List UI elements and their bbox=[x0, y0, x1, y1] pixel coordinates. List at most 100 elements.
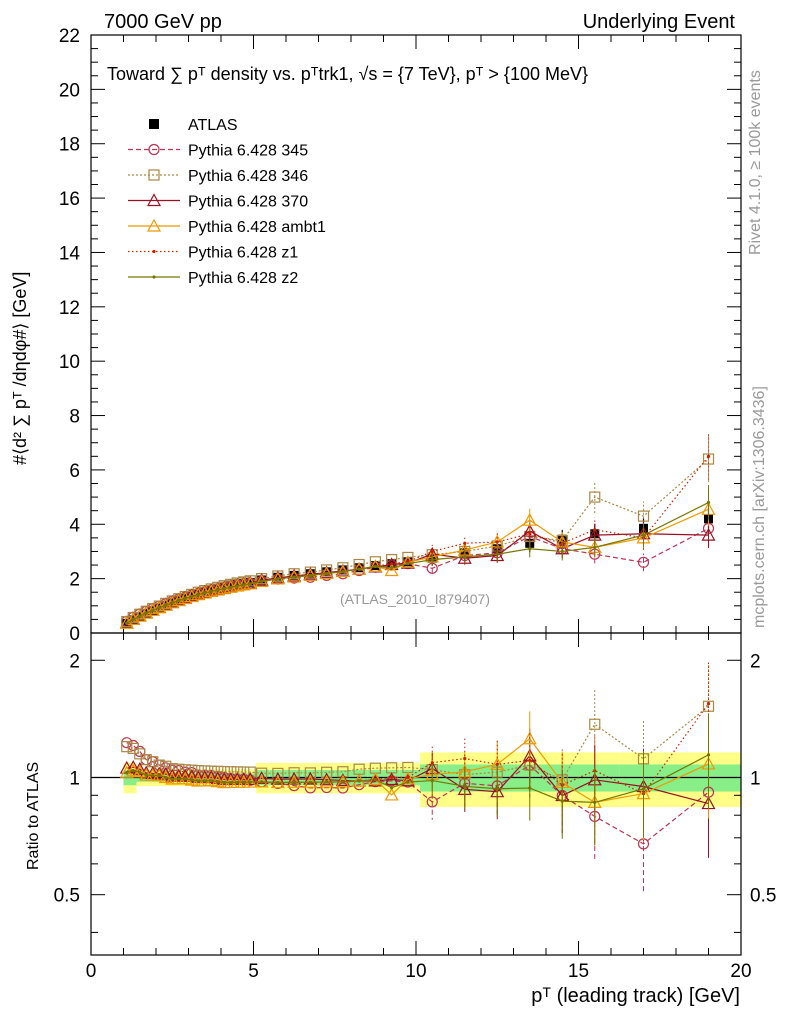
series-point bbox=[248, 582, 252, 586]
series-point bbox=[384, 557, 399, 571]
ratio-point bbox=[260, 780, 264, 784]
ratio-point bbox=[125, 771, 129, 775]
ratio-point bbox=[145, 766, 160, 780]
ratio-point bbox=[373, 777, 377, 782]
series-point bbox=[400, 555, 415, 568]
series-point bbox=[390, 562, 394, 566]
series-point bbox=[463, 541, 467, 545]
ratio-point bbox=[386, 775, 398, 787]
series-point bbox=[151, 608, 155, 613]
series-point bbox=[190, 594, 194, 599]
ratio-point bbox=[400, 771, 415, 785]
series-point bbox=[706, 454, 711, 458]
y-tick-label: 4 bbox=[69, 515, 80, 536]
ratio-point bbox=[235, 780, 239, 784]
ratio-point bbox=[589, 718, 601, 730]
analysis-watermark: (ATLAS_2010_I879407) bbox=[340, 591, 490, 607]
ratio-point bbox=[430, 761, 434, 765]
y-tick-label: 20 bbox=[59, 80, 80, 101]
ratio-point bbox=[170, 777, 174, 781]
y-tick-label: 22 bbox=[59, 26, 80, 47]
x-tick-label: 15 bbox=[568, 961, 589, 982]
legend-entry: Pythia 6.428 ambt1 bbox=[128, 218, 326, 236]
series-point bbox=[216, 588, 220, 592]
legend-entry: Pythia 6.428 z2 bbox=[128, 270, 298, 287]
y-tick-label: 18 bbox=[59, 135, 80, 156]
x-tick-label: 0 bbox=[86, 961, 97, 982]
ratio-tick-label-right: 0.5 bbox=[750, 886, 776, 907]
ratio-point bbox=[319, 772, 334, 786]
ratio-tick-label-right: 2 bbox=[750, 651, 761, 672]
series-point bbox=[589, 491, 601, 503]
ratio-point bbox=[203, 779, 207, 783]
ratio-point bbox=[179, 764, 191, 776]
ratio-point bbox=[131, 768, 135, 773]
series-point bbox=[308, 573, 312, 577]
ratio-point bbox=[495, 762, 499, 766]
legend-entry: Pythia 6.428 346 bbox=[128, 168, 308, 185]
main-series bbox=[119, 432, 716, 629]
series-point bbox=[701, 527, 716, 541]
ratio-point bbox=[288, 767, 300, 779]
ratio-point bbox=[243, 772, 258, 785]
ratio-point bbox=[190, 778, 194, 782]
series-point bbox=[183, 596, 187, 601]
ratio-point bbox=[270, 771, 285, 785]
legend-label: Pythia 6.428 z1 bbox=[188, 245, 298, 262]
legend-label: Pythia 6.428 346 bbox=[188, 168, 308, 185]
series-point bbox=[170, 601, 174, 605]
series-pythia-6.428-370 bbox=[119, 520, 716, 629]
ratio-point bbox=[706, 753, 711, 757]
series-point bbox=[384, 563, 399, 577]
ratio-point bbox=[209, 779, 213, 783]
ratio-point bbox=[641, 787, 646, 791]
ratio-point bbox=[276, 780, 280, 785]
ratio-point bbox=[390, 786, 394, 790]
ratio-point bbox=[292, 780, 296, 784]
ratio-point bbox=[121, 741, 133, 753]
series-point bbox=[222, 587, 226, 591]
series-point bbox=[593, 528, 597, 532]
ratio-point bbox=[126, 763, 141, 777]
ratio-point bbox=[222, 780, 226, 785]
legend-label: Pythia 6.428 370 bbox=[188, 194, 308, 211]
series-line bbox=[126, 530, 709, 624]
ratio-point bbox=[368, 772, 383, 786]
ratio-point bbox=[400, 773, 415, 787]
series-point bbox=[368, 559, 383, 573]
ratio-point bbox=[177, 777, 181, 781]
legend-marker bbox=[146, 193, 162, 207]
series-point bbox=[528, 532, 532, 536]
series-point bbox=[145, 603, 160, 617]
series-point bbox=[209, 589, 213, 594]
ratio-point bbox=[229, 780, 233, 785]
series-point bbox=[637, 556, 650, 568]
ratio-point bbox=[134, 748, 146, 760]
series-point bbox=[196, 593, 200, 597]
legend-label: Pythia 6.428 z2 bbox=[188, 270, 298, 287]
series-point bbox=[235, 584, 239, 588]
ratio-point bbox=[144, 773, 148, 777]
series-point bbox=[702, 453, 715, 465]
ratio-point bbox=[522, 731, 537, 745]
ratio-point bbox=[151, 773, 155, 778]
series-atlas bbox=[122, 507, 713, 628]
series-point bbox=[637, 510, 650, 522]
legend-label: Pythia 6.428 345 bbox=[188, 143, 308, 160]
rivet-label: Rivet 4.1.0, ≥ 100k events bbox=[747, 70, 764, 255]
ratio-point bbox=[272, 767, 284, 780]
series-point bbox=[203, 591, 207, 595]
y-tick-label: 12 bbox=[59, 298, 80, 319]
legend-marker bbox=[148, 143, 160, 156]
plot-title: Toward ∑ pᵀ density vs. pᵀtrk1, √s = {7 … bbox=[107, 64, 588, 84]
header-right: Underlying Event bbox=[583, 11, 736, 33]
x-axis-label: pᵀ (leading track) [GeV] bbox=[531, 985, 740, 1007]
legend-entry: ATLAS bbox=[149, 117, 238, 134]
y-tick-label: 0 bbox=[69, 624, 80, 645]
ratio-point bbox=[287, 771, 302, 785]
ratio-point bbox=[196, 779, 200, 783]
series-point bbox=[132, 608, 147, 622]
ratio-point bbox=[140, 754, 152, 766]
ratio-point bbox=[463, 756, 467, 761]
title-text: Toward ∑ pᵀ density vs. pᵀtrk1, √s = {7 … bbox=[107, 64, 588, 84]
